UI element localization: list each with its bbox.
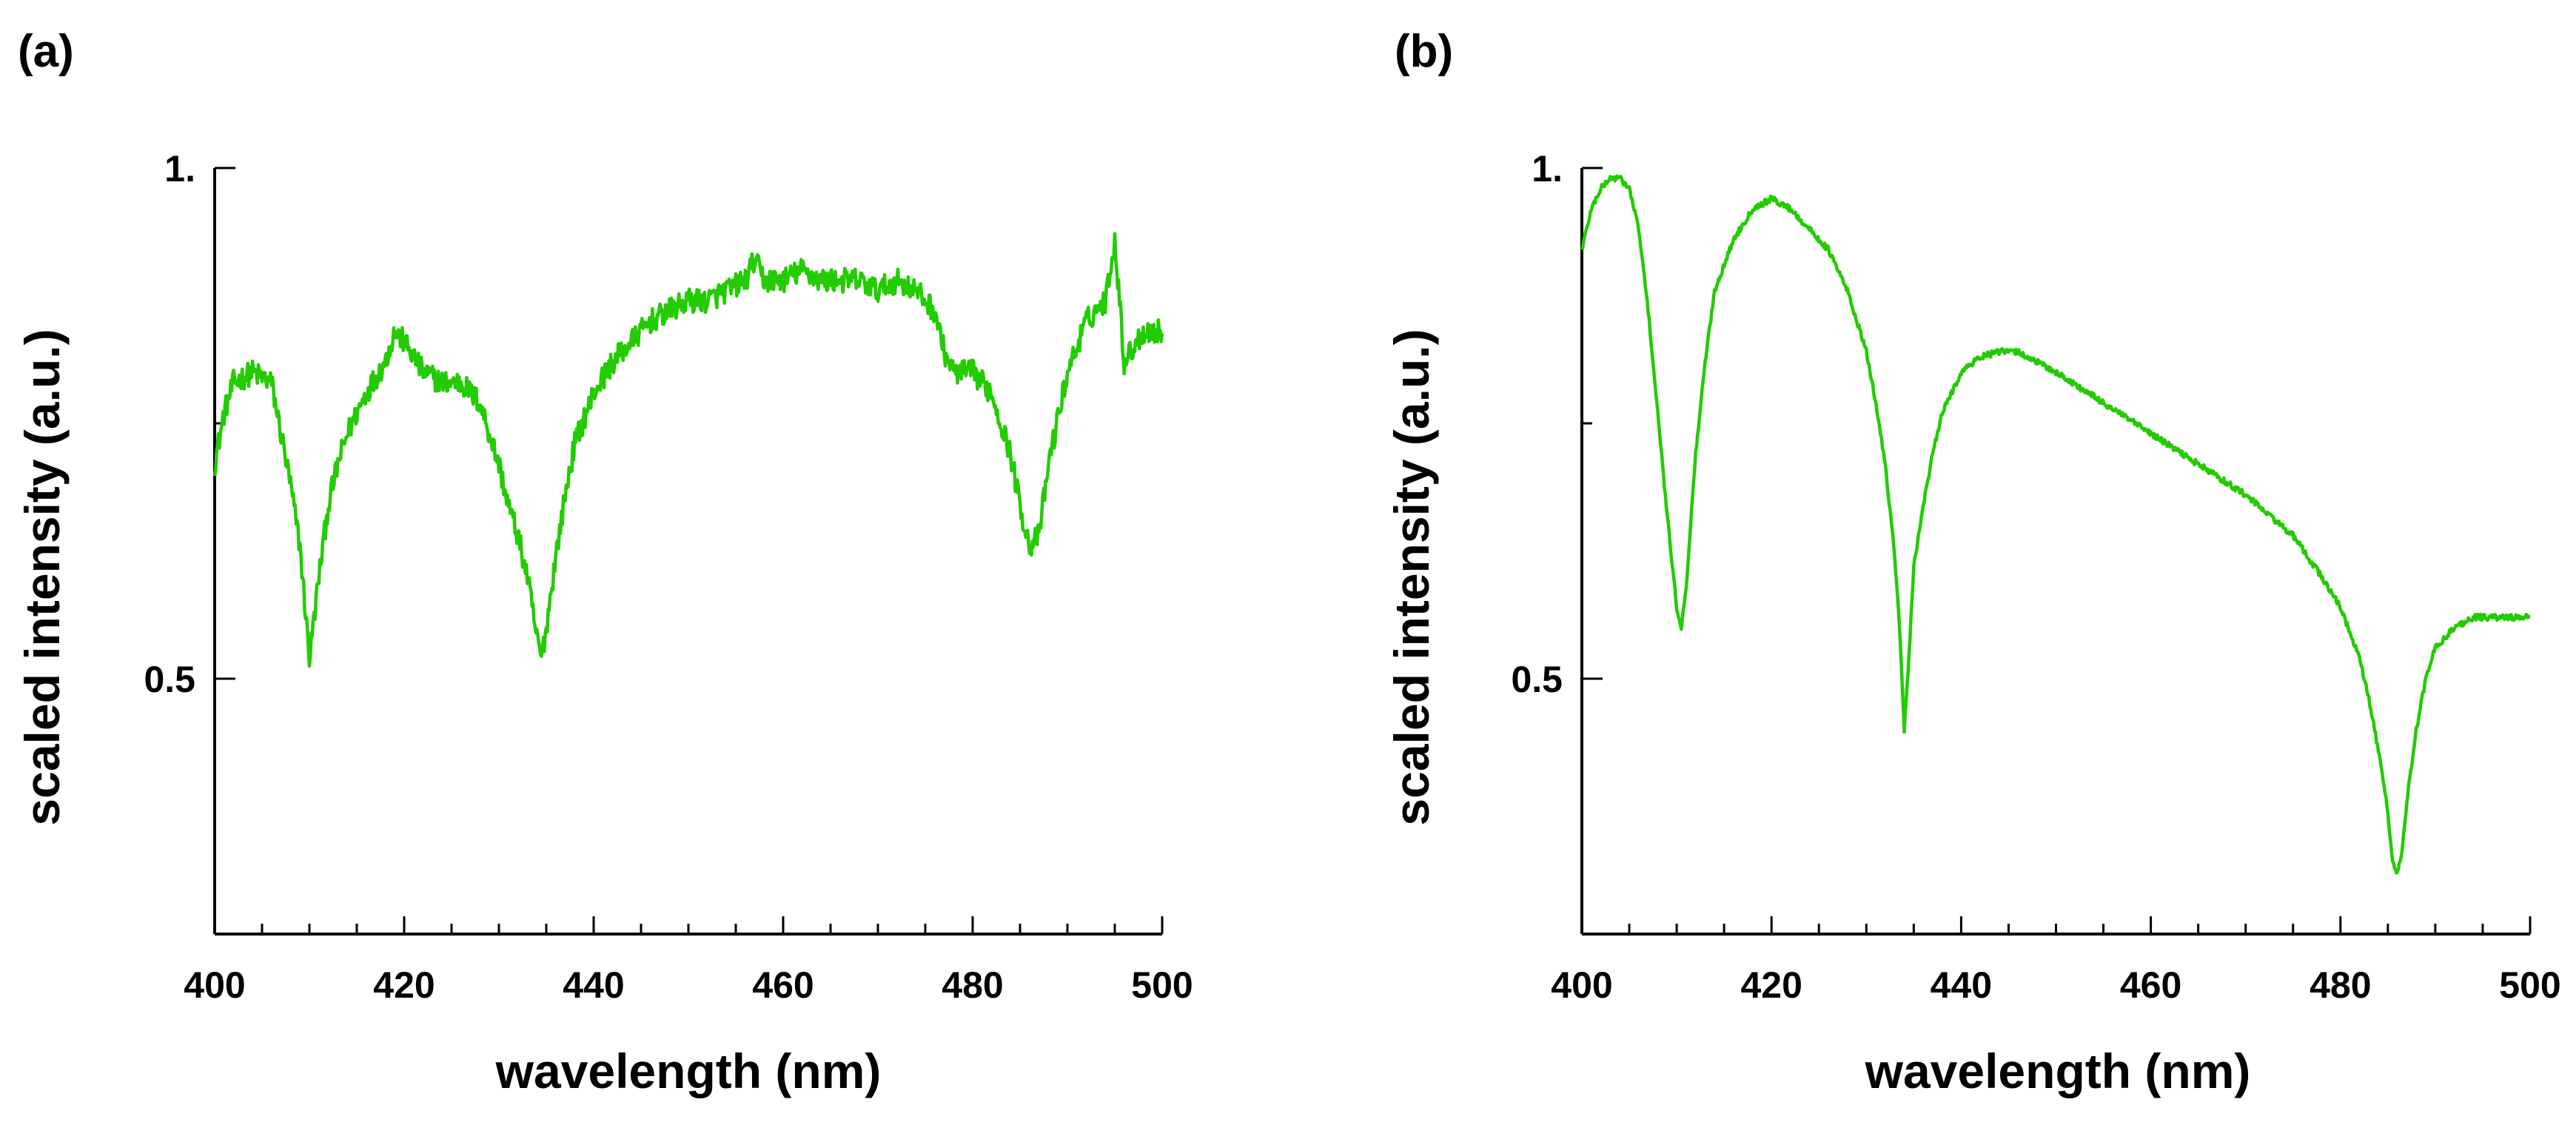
panel-a-x-tick-label: 460	[752, 964, 814, 1006]
panel-b-y-tick-label: 1.	[1532, 148, 1563, 189]
panel-a-spectrum-line	[212, 232, 1164, 668]
panel-a-x-tick-label: 400	[184, 964, 245, 1006]
panel-b-x-tick-label: 460	[2120, 964, 2181, 1006]
panel-b-x-axis-title: wavelength (nm)	[1865, 1044, 2251, 1098]
panel-b-label: (b)	[1395, 26, 1453, 77]
panel-b-plot-area: 400 420 440 460 480 500 0.5 1.	[1511, 148, 2560, 1006]
panel-b-x-tick-label: 400	[1551, 964, 1612, 1006]
panel-b-y-tick-label: 0.5	[1511, 659, 1563, 700]
panel-b-y-axis-title: scaled intensity (a.u.)	[1384, 329, 1439, 825]
panel-b-x-tick-label: 440	[1931, 964, 1992, 1006]
panel-a-plot-area: 400 420 440 460 480 500 0.5 1.	[144, 148, 1193, 1006]
panel-b-x-tick-label: 480	[2310, 964, 2371, 1006]
panel-a: (a) 400 420 440 460 480 500 0.5 1. wavelength (…	[15, 26, 1193, 1098]
panel-a-x-tick-label: 440	[563, 964, 624, 1006]
panel-a-y-tick-label: 1.	[164, 148, 195, 189]
panel-a-x-tick-label: 500	[1131, 964, 1193, 1006]
panel-b-x-tick-label: 500	[2499, 964, 2560, 1006]
panel-a-x-tick-label: 420	[373, 964, 435, 1006]
panel-b: (b) 400 420 440 460 480 500 0.5 1. wavelength (…	[1384, 26, 2561, 1098]
panel-b-spectrum-line	[1580, 174, 2531, 875]
panel-a-x-tick-label: 480	[942, 964, 1003, 1006]
panel-a-y-tick-label: 0.5	[144, 659, 195, 700]
panel-b-x-tick-label: 420	[1740, 964, 1802, 1006]
panel-a-y-axis-title: scaled intensity (a.u.)	[15, 329, 70, 825]
panel-a-label: (a)	[18, 26, 74, 77]
panel-a-x-axis-title: wavelength (nm)	[495, 1044, 882, 1098]
